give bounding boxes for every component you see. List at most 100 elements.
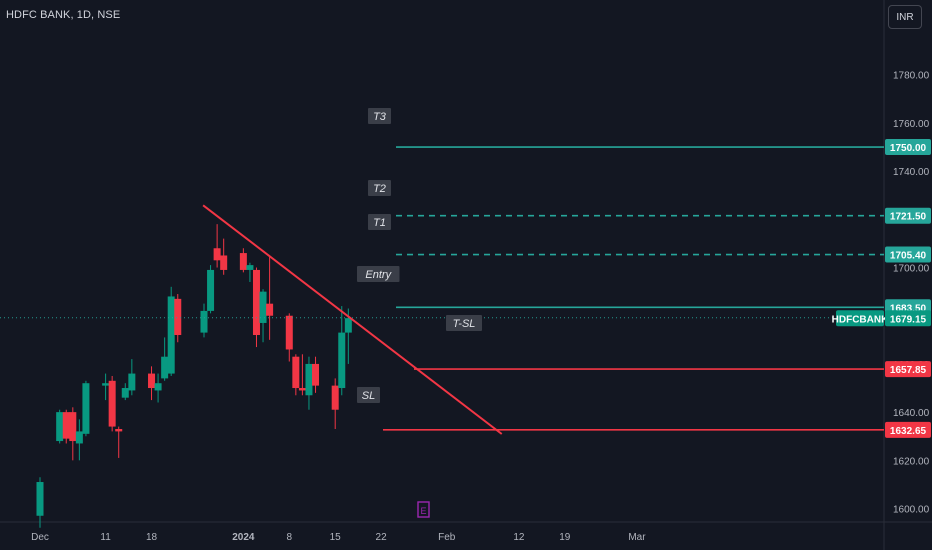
candle: [121, 383, 129, 401]
candle-body: [36, 482, 44, 516]
candle: [62, 409, 70, 444]
last-price-box: [885, 310, 931, 327]
level-tag-t3: T3: [373, 111, 387, 123]
candle-body: [207, 269, 215, 311]
price-tick-label: 1600.00: [893, 505, 930, 516]
level-tag-bg: [357, 387, 380, 403]
price-tick-label: 1740.00: [893, 167, 930, 178]
candle-body: [266, 303, 274, 316]
candle-body: [220, 255, 228, 270]
time-tick-label: 8: [286, 532, 292, 543]
level-tag-bg: [446, 315, 482, 331]
last-price-symbol-box: [836, 310, 884, 327]
candle: [213, 224, 221, 268]
candle: [285, 313, 293, 362]
time-tick-label: 19: [559, 532, 571, 543]
candle: [82, 380, 90, 437]
candle: [305, 356, 313, 410]
level-tag-t2: T2: [373, 183, 386, 195]
level-price-box: [885, 361, 931, 378]
time-tick-label: Dec: [31, 532, 49, 543]
level-price-label: 1721.50: [890, 212, 927, 223]
candle-body: [331, 385, 339, 410]
candle-body: [161, 356, 169, 379]
price-tick-label: 1760.00: [893, 119, 930, 130]
candle: [167, 286, 175, 376]
candle-body: [312, 363, 320, 386]
candle-body: [115, 429, 123, 432]
price-tick-label: 1780.00: [893, 71, 930, 82]
candle-body: [167, 296, 175, 374]
candle: [246, 262, 254, 282]
level-price-box: [885, 246, 931, 263]
level-tag-bg: [368, 108, 391, 124]
time-tick-label: 15: [330, 532, 342, 543]
level-price-box: [885, 207, 931, 224]
candle: [266, 255, 274, 340]
time-tick-label: Mar: [628, 532, 646, 543]
candle: [161, 337, 169, 381]
candle-body: [82, 383, 90, 434]
candle-body: [121, 388, 129, 398]
candle: [75, 419, 83, 461]
candle: [259, 289, 267, 343]
earnings-marker-box: [417, 501, 430, 518]
earnings-marker: E: [420, 506, 426, 516]
time-tick-label: 12: [513, 532, 525, 543]
price-tick-label: 1620.00: [893, 456, 930, 467]
candle-body: [285, 315, 293, 350]
candle: [298, 354, 306, 396]
candle: [331, 378, 339, 429]
candle: [115, 426, 123, 458]
candle-body: [259, 291, 267, 323]
level-tag-t-sl: T-SL: [453, 318, 476, 330]
candle: [36, 477, 44, 528]
candle: [312, 356, 320, 393]
candle: [207, 265, 215, 314]
trend-line: [202, 204, 503, 435]
last-price-label: 1679.15: [890, 314, 927, 325]
time-tick-label: Feb: [438, 532, 456, 543]
candle-body: [239, 253, 247, 270]
level-tag-bg: [368, 214, 391, 230]
currency-button[interactable]: INR: [888, 5, 922, 29]
candle-body: [213, 248, 221, 261]
candle-body: [148, 373, 156, 389]
level-price-label: 1683.50: [890, 303, 927, 314]
last-price-symbol: HDFCBANK: [832, 314, 889, 325]
candle-body: [108, 380, 116, 427]
candle: [56, 409, 64, 444]
candle-body: [56, 412, 64, 442]
candle: [220, 238, 228, 275]
candle-body: [62, 412, 70, 439]
level-price-label: 1705.40: [890, 251, 927, 262]
candle-body: [298, 388, 306, 391]
candle-body: [292, 356, 300, 389]
time-tick-label: 11: [100, 532, 111, 543]
candle: [252, 267, 260, 348]
level-price-label: 1657.85: [890, 365, 927, 376]
time-tick-label: 2024: [232, 532, 255, 543]
level-tag-bg: [357, 266, 400, 282]
level-price-label: 1750.00: [890, 143, 927, 154]
candle: [128, 359, 136, 396]
candle-body: [174, 298, 182, 336]
candle: [239, 248, 247, 273]
candle-body: [344, 318, 352, 333]
candle: [102, 373, 110, 401]
symbol-info: HDFC BANK, 1D, NSE: [6, 9, 121, 21]
candle: [292, 354, 300, 396]
price-tick-label: 1700.00: [893, 264, 930, 275]
level-tag-bg: [368, 180, 391, 196]
level-tag-sl: SL: [362, 390, 375, 402]
candle-body: [246, 265, 254, 270]
candle-body: [128, 373, 136, 391]
candle: [174, 294, 182, 343]
candle-body: [252, 269, 260, 336]
candle-body: [102, 383, 110, 386]
candle: [108, 375, 116, 432]
candle: [338, 306, 346, 396]
candle-body: [200, 310, 208, 333]
